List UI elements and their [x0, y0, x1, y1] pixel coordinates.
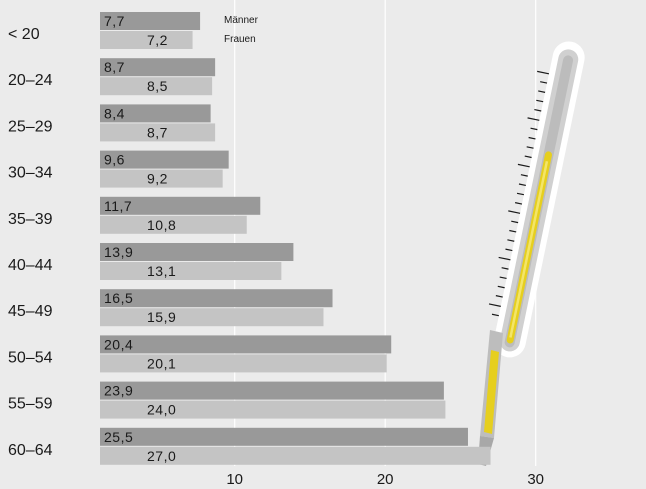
- value-label: 10,8: [147, 217, 176, 233]
- x-tick-label: 20: [377, 471, 394, 488]
- value-label: 7,2: [147, 32, 168, 48]
- value-label: 23,9: [104, 383, 133, 399]
- value-label: 9,2: [147, 171, 168, 187]
- value-label: 20,4: [104, 336, 133, 352]
- value-label: 15,9: [147, 309, 176, 325]
- bar-frauen: [100, 123, 216, 142]
- bar-frauen: [100, 77, 213, 96]
- value-label: 27,0: [147, 448, 176, 464]
- bar-frauen: [100, 169, 223, 188]
- value-label: 8,4: [104, 105, 125, 121]
- bar-frauen: [100, 446, 491, 465]
- thermometer-body: [488, 41, 585, 358]
- bar-frauen: [100, 354, 387, 373]
- bar-frauen: [100, 400, 446, 419]
- category-label: 25–29: [8, 118, 53, 135]
- bar-männer: [100, 427, 468, 446]
- labels: 10 20 30 < 20 7,7 7,2 Männer Frauen 20–24 8,7 8,5 2…: [8, 13, 544, 488]
- thermometer-icon: [478, 41, 585, 466]
- bar-männer: [100, 58, 216, 77]
- bar-männer: [100, 196, 261, 215]
- bar-männer: [100, 381, 444, 400]
- category-label: 35–39: [8, 211, 53, 228]
- bar-männer: [100, 104, 211, 123]
- value-label: 8,5: [147, 78, 168, 94]
- category-label: 30–34: [8, 165, 53, 182]
- category-label: 40–44: [8, 257, 53, 274]
- value-label: 8,7: [104, 59, 125, 75]
- bar-frauen: [100, 215, 247, 234]
- bar-frauen: [100, 31, 193, 49]
- legend-label: Männer: [224, 15, 259, 26]
- value-label: 13,9: [104, 244, 133, 260]
- value-label: 20,1: [147, 355, 176, 371]
- bar-männer: [100, 150, 229, 169]
- bar-männer: [100, 335, 392, 354]
- category-label: 45–49: [8, 303, 53, 320]
- value-label: 8,7: [147, 124, 168, 140]
- bar-frauen: [100, 308, 324, 327]
- value-label: 16,5: [104, 290, 133, 306]
- category-label: 55–59: [8, 396, 53, 413]
- category-label: 50–54: [8, 349, 53, 366]
- bar-männer: [100, 289, 333, 308]
- value-label: 7,7: [104, 13, 125, 29]
- bars: [100, 12, 491, 465]
- legend-label: Frauen: [224, 34, 256, 45]
- x-tick-label: 10: [226, 471, 243, 488]
- value-label: 9,6: [104, 152, 125, 168]
- value-label: 11,7: [104, 198, 132, 214]
- category-label: 20–24: [8, 72, 53, 89]
- value-label: 24,0: [147, 402, 176, 418]
- category-label: < 20: [8, 26, 40, 43]
- bar-frauen: [100, 262, 282, 280]
- x-tick-label: 30: [527, 471, 544, 488]
- category-label: 60–64: [8, 442, 53, 459]
- bar-männer: [100, 243, 294, 261]
- value-label: 13,1: [147, 263, 176, 279]
- bar-männer: [100, 12, 201, 30]
- value-label: 25,5: [104, 429, 133, 445]
